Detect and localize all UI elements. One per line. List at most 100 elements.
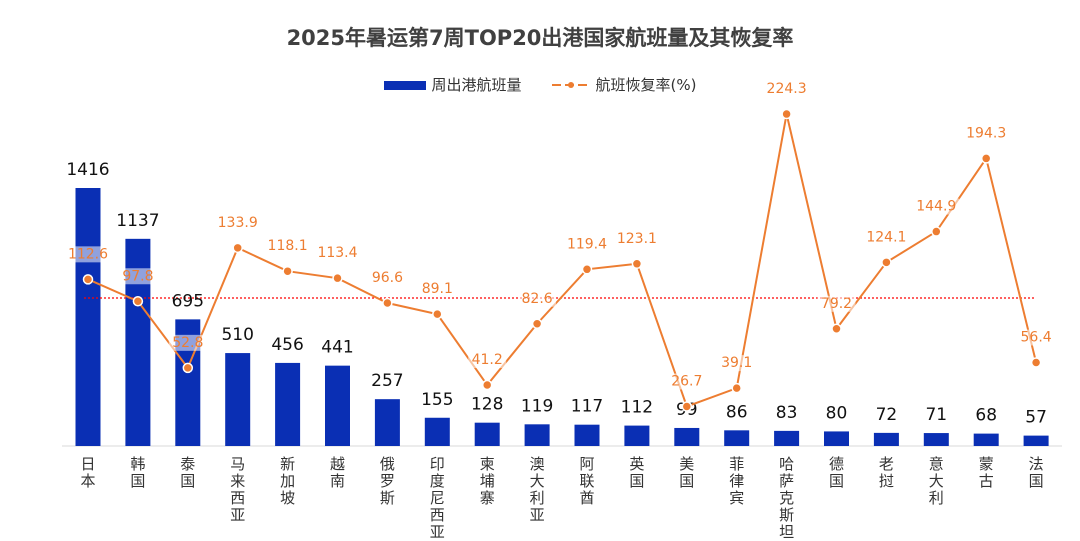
rate-label: 97.8 [122, 268, 153, 284]
x-tick-label: 古 [979, 472, 994, 490]
x-tick-label: 加 [280, 472, 295, 490]
rate-point [132, 296, 144, 307]
rate-label: 41.2 [472, 352, 503, 368]
bar [424, 417, 450, 446]
bar [524, 424, 550, 446]
x-tick-label: 国 [829, 472, 844, 490]
rate-point [581, 264, 593, 275]
rate-label: 89.1 [422, 281, 453, 297]
x-tick-label: 南 [330, 472, 345, 490]
rate-label: 113.4 [317, 245, 357, 261]
rate-point [931, 226, 942, 237]
rate-point [432, 308, 443, 320]
x-tick-label: 坡 [280, 489, 295, 507]
rate-label-bg [264, 238, 311, 255]
rate-label-bg [118, 268, 157, 285]
rate-label-bg [418, 281, 457, 298]
x-tick-label: 阿 [579, 455, 594, 473]
x-tick-label: 澳 [530, 455, 545, 473]
x-tick-label: 意 [929, 455, 944, 473]
rate-label-bg [65, 246, 111, 263]
rate-label: 144.9 [916, 199, 956, 215]
rate-label-bg [963, 125, 1010, 142]
bar-value-label: 112 [621, 398, 653, 418]
bar [824, 431, 849, 446]
legend: 周出港航班量 航班恢复率(%) [0, 74, 1080, 95]
x-tick-label: 印 [430, 455, 445, 473]
x-tick-label: 利 [929, 489, 944, 507]
x-tick-label: 法 [1029, 455, 1044, 473]
rate-label: 96.6 [372, 270, 403, 286]
bar [973, 433, 999, 446]
x-tick-label: 利 [530, 489, 545, 507]
bar [275, 362, 301, 446]
x-tick-label: 国 [130, 472, 145, 490]
x-tick-label: 国 [629, 472, 644, 490]
chart-title: 2025年暑运第7周TOP20出港国家航班量及其恢复率 [286, 26, 794, 50]
x-tick-label: 柬 [480, 455, 495, 473]
rate-label: 118.1 [268, 238, 308, 254]
bar-value-label: 86 [726, 402, 748, 422]
bar-value-label: 155 [421, 390, 453, 410]
rate-point [731, 382, 742, 394]
bar [75, 188, 101, 446]
rate-label: 26.7 [671, 373, 702, 389]
x-tick-label: 律 [729, 472, 744, 490]
x-tick-label: 马 [230, 455, 245, 473]
bar [574, 424, 600, 446]
bar-value-label: 83 [776, 403, 798, 423]
x-tick-label: 酋 [579, 489, 594, 507]
bar [624, 425, 650, 446]
bar-value-label: 441 [321, 338, 353, 358]
x-tick-label: 坦 [779, 523, 794, 541]
rate-point [232, 242, 243, 254]
x-tick-label: 埔 [480, 472, 495, 490]
rate-point [382, 297, 393, 309]
bar-value-label: 80 [826, 403, 848, 423]
x-tick-label: 挝 [879, 472, 894, 490]
x-tick-label: 西 [230, 489, 245, 507]
x-tick-label: 克 [779, 489, 794, 507]
rate-point [82, 274, 94, 285]
x-tick-label: 新 [280, 455, 295, 473]
x-tick-label: 菲 [729, 455, 744, 473]
rate-label-bg [518, 290, 557, 307]
x-tick-label: 老 [879, 455, 894, 473]
x-tick-label: 泰 [180, 455, 195, 473]
legend-label-line: 航班恢复率(%) [595, 76, 697, 94]
bar-value-label: 257 [371, 371, 403, 391]
rate-label-bg [214, 214, 261, 231]
rate-label-bg [314, 245, 361, 262]
bar-value-label: 68 [975, 406, 997, 426]
rate-label: 82.6 [522, 291, 553, 307]
bar-value-label: 71 [925, 405, 947, 425]
x-tick-label: 亚 [530, 506, 545, 524]
bar-value-label: 72 [876, 405, 898, 425]
rate-label: 56.4 [1021, 330, 1052, 346]
x-tick-label: 日 [80, 455, 95, 473]
x-tick-label: 度 [430, 472, 445, 490]
rate-point [332, 272, 343, 284]
x-tick-label: 尼 [430, 489, 445, 507]
x-tick-label: 联 [579, 472, 594, 490]
x-tick-label: 英 [629, 455, 644, 473]
x-tick-label: 德 [829, 455, 844, 473]
legend-label-bar: 周出港航班量 [431, 76, 522, 94]
rate-point [980, 153, 992, 164]
legend-line-swatch [551, 81, 590, 88]
x-tick-label: 国 [180, 472, 195, 490]
rate-label: 124.1 [866, 229, 906, 245]
bar [774, 430, 800, 446]
rate-point [631, 258, 643, 270]
x-tick-label: 斯 [380, 489, 395, 507]
x-tick-label: 来 [230, 472, 245, 490]
x-tick-label: 蒙 [979, 455, 994, 473]
rate-label: 133.9 [218, 215, 258, 231]
rate-label-bg [564, 236, 610, 253]
rate-point [781, 108, 792, 120]
bar [674, 427, 700, 446]
x-tick-label: 亚 [430, 523, 445, 541]
bar [923, 433, 949, 446]
rate-label: 119.4 [567, 236, 607, 252]
